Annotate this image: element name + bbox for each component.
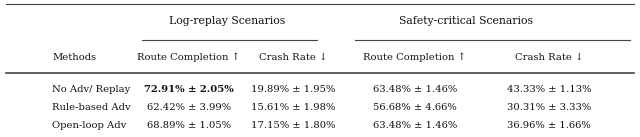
Text: 43.33% ± 1.13%: 43.33% ± 1.13% <box>507 85 591 94</box>
Text: Safety-critical Scenarios: Safety-critical Scenarios <box>399 16 533 26</box>
Text: 63.48% ± 1.46%: 63.48% ± 1.46% <box>372 121 457 130</box>
Text: No Adv/ Replay: No Adv/ Replay <box>52 85 131 94</box>
Text: 36.96% ± 1.66%: 36.96% ± 1.66% <box>508 121 591 130</box>
Text: Crash Rate ↓: Crash Rate ↓ <box>515 53 583 62</box>
Text: Open-loop Adv: Open-loop Adv <box>52 121 127 130</box>
Text: Rule-based Adv: Rule-based Adv <box>52 103 131 112</box>
Text: Crash Rate ↓: Crash Rate ↓ <box>259 53 327 62</box>
Text: 72.91% ± 2.05%: 72.91% ± 2.05% <box>144 85 234 94</box>
Text: Route Completion ↑: Route Completion ↑ <box>364 53 466 62</box>
Text: 17.15% ± 1.80%: 17.15% ± 1.80% <box>251 121 335 130</box>
Text: Methods: Methods <box>52 53 97 62</box>
Text: 19.89% ± 1.95%: 19.89% ± 1.95% <box>251 85 335 94</box>
Text: 63.48% ± 1.46%: 63.48% ± 1.46% <box>372 85 457 94</box>
Text: 62.42% ± 3.99%: 62.42% ± 3.99% <box>147 103 231 112</box>
Text: Route Completion ↑: Route Completion ↑ <box>138 53 240 62</box>
Text: Log-replay Scenarios: Log-replay Scenarios <box>169 16 285 26</box>
Text: 15.61% ± 1.98%: 15.61% ± 1.98% <box>251 103 335 112</box>
Text: 30.31% ± 3.33%: 30.31% ± 3.33% <box>507 103 591 112</box>
Text: 68.89% ± 1.05%: 68.89% ± 1.05% <box>147 121 231 130</box>
Text: 56.68% ± 4.66%: 56.68% ± 4.66% <box>373 103 456 112</box>
